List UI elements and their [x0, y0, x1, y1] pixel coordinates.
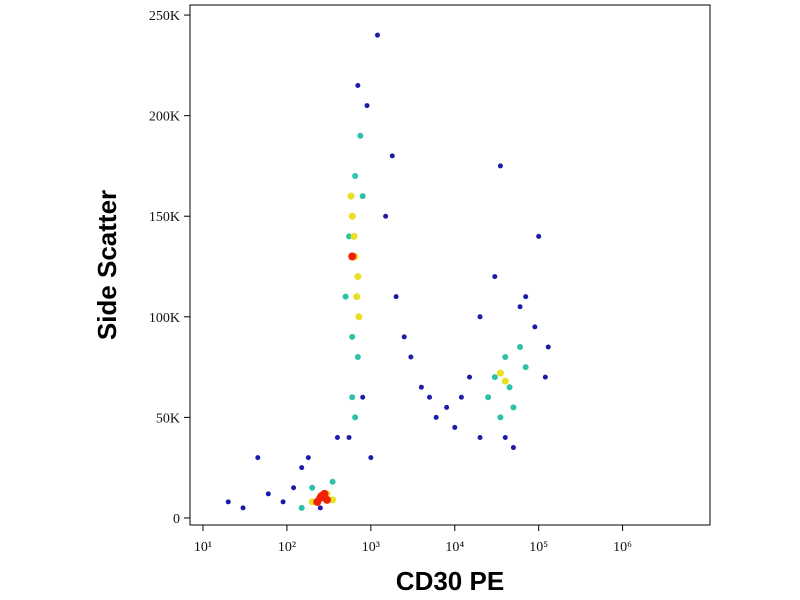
- point: [353, 293, 361, 301]
- point: [393, 294, 399, 300]
- point: [510, 445, 516, 451]
- point: [477, 314, 483, 320]
- y-tick-label: 250K: [149, 9, 180, 24]
- x-axis-title: CD30 PE: [396, 566, 504, 596]
- point: [347, 192, 355, 200]
- point: [317, 491, 326, 500]
- point: [349, 333, 356, 340]
- point: [334, 434, 340, 440]
- plot-frame: [189, 4, 711, 526]
- point: [350, 232, 358, 240]
- point: [506, 384, 513, 391]
- point: [492, 274, 498, 280]
- point: [542, 374, 548, 380]
- point: [265, 491, 271, 497]
- point: [305, 455, 311, 461]
- point: [418, 384, 424, 390]
- point: [348, 212, 356, 220]
- point: [477, 434, 483, 440]
- point: [280, 499, 286, 505]
- point: [346, 434, 352, 440]
- point: [342, 293, 349, 300]
- point: [497, 163, 503, 169]
- point: [497, 414, 504, 421]
- point: [354, 273, 362, 281]
- x-tick-label: 10⁶: [613, 540, 632, 555]
- x-tick-label: 10⁵: [529, 540, 548, 555]
- y-tick-label: 0: [173, 512, 180, 527]
- point: [401, 334, 407, 340]
- x-tick-label: 10⁴: [445, 540, 464, 555]
- point: [298, 504, 305, 511]
- y-tick-label: 150K: [149, 210, 180, 225]
- point: [433, 414, 439, 420]
- point: [352, 172, 359, 179]
- point: [364, 103, 370, 109]
- x-tick-label: 10³: [362, 540, 380, 555]
- point: [355, 313, 363, 321]
- point: [532, 324, 538, 330]
- point: [329, 478, 336, 485]
- point: [496, 369, 504, 377]
- point: [352, 414, 359, 421]
- point: [313, 497, 322, 506]
- point: [444, 404, 450, 410]
- point: [383, 213, 389, 219]
- point: [299, 465, 305, 471]
- point: [360, 394, 366, 400]
- point: [452, 424, 458, 430]
- point: [491, 374, 498, 381]
- point: [485, 394, 492, 401]
- point: [309, 484, 316, 491]
- point: [502, 354, 509, 361]
- point: [255, 455, 261, 461]
- x-tick-label: 10¹: [194, 540, 212, 555]
- point: [467, 374, 473, 380]
- point: [354, 354, 361, 361]
- y-tick-label: 100K: [149, 311, 180, 326]
- y-tick-label: 200K: [149, 110, 180, 125]
- point: [523, 294, 529, 300]
- point: [510, 404, 517, 411]
- point: [291, 485, 297, 491]
- point: [359, 193, 366, 200]
- y-tick-label: 50K: [156, 411, 180, 426]
- point: [240, 505, 246, 511]
- point: [317, 505, 323, 511]
- point: [536, 233, 542, 239]
- point: [517, 304, 523, 310]
- point: [458, 394, 464, 400]
- point: [389, 153, 395, 159]
- point: [355, 82, 361, 88]
- point: [225, 499, 231, 505]
- point: [545, 344, 551, 350]
- point: [348, 252, 357, 261]
- point: [368, 455, 374, 461]
- point: [427, 394, 433, 400]
- point: [502, 434, 508, 440]
- point: [357, 132, 364, 139]
- point: [346, 233, 353, 240]
- point: [517, 343, 524, 350]
- y-axis-title: Side Scatter: [92, 190, 122, 340]
- point: [329, 496, 337, 504]
- point: [522, 364, 529, 371]
- point: [349, 394, 356, 401]
- point: [374, 32, 380, 38]
- x-tick-label: 10²: [278, 540, 296, 555]
- point: [501, 377, 509, 385]
- point: [408, 354, 414, 360]
